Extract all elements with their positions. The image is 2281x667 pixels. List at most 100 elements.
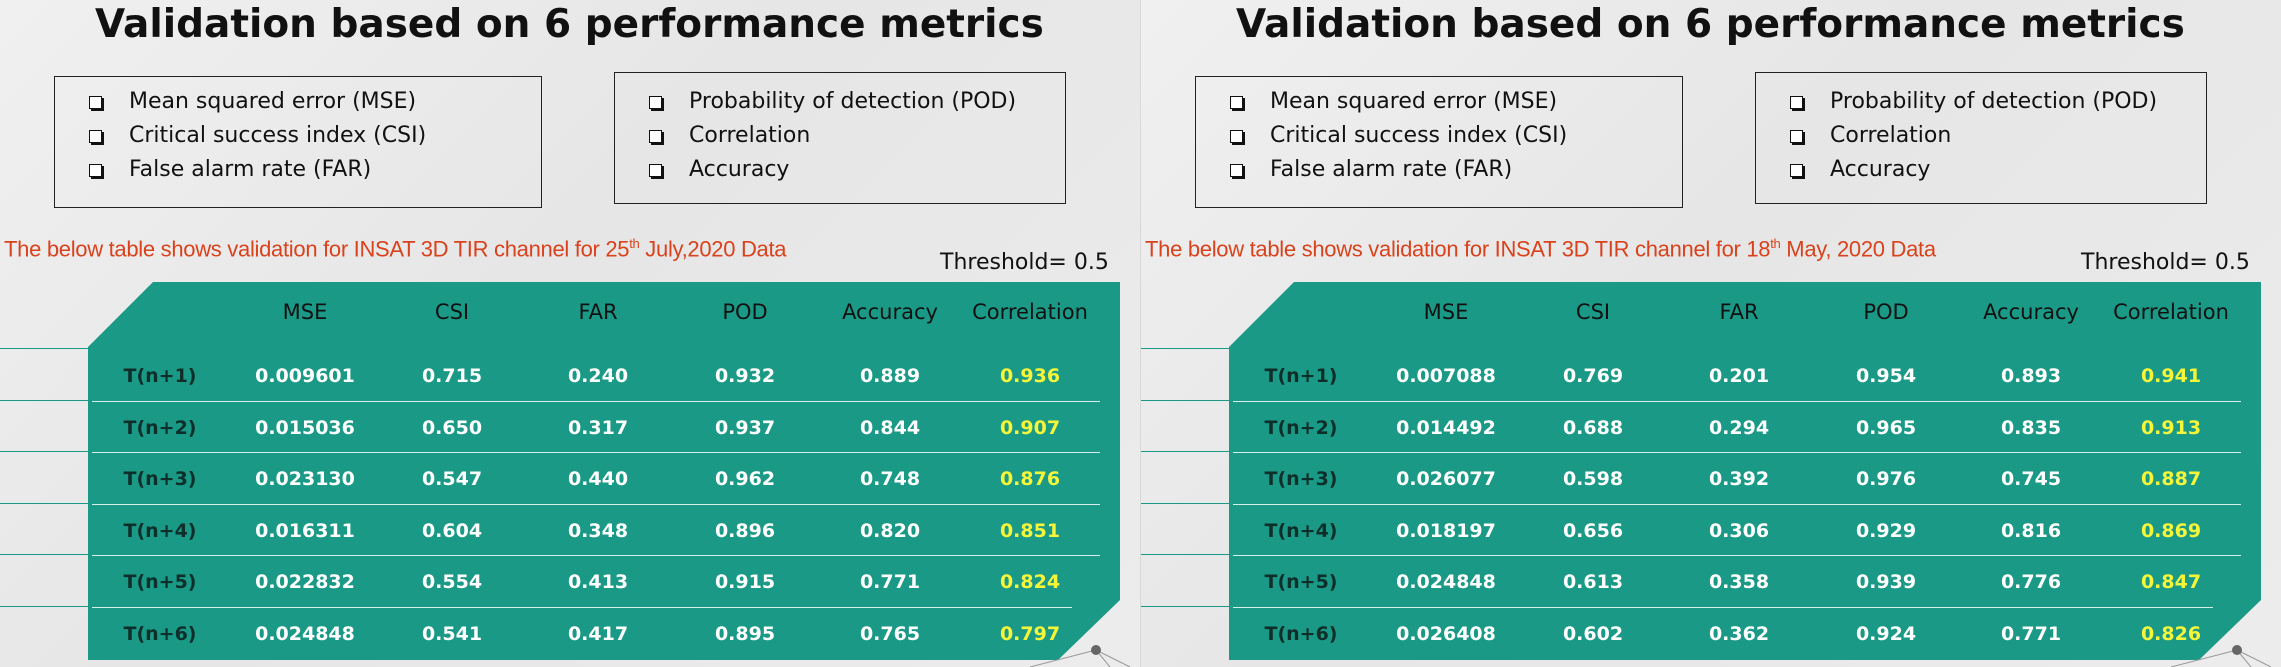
table-cell: 0.976 — [1855, 468, 1917, 490]
row-label: T(n+6) — [123, 623, 197, 645]
table-caption: The below table shows validation for INS… — [1145, 236, 1936, 262]
table-cell: 0.924 — [1855, 623, 1917, 645]
metrics-box-left: Mean squared error (MSE) Critical success… — [1195, 76, 1683, 208]
table-cell: 0.014492 — [1396, 417, 1496, 439]
caption-superscript: th — [629, 236, 640, 251]
column-header: FAR — [1719, 300, 1759, 324]
column-header: MSE — [1423, 300, 1469, 324]
table-cell: 0.362 — [1708, 623, 1770, 645]
table-cell: 0.748 — [859, 468, 921, 490]
table-cell: 0.929 — [1855, 520, 1917, 542]
correlation-cell: 0.869 — [2140, 520, 2202, 542]
table-cell: 0.937 — [714, 417, 776, 439]
table-cell: 0.317 — [567, 417, 629, 439]
threshold-label: Threshold= 0.5 — [2081, 250, 2250, 275]
correlation-cell: 0.797 — [999, 623, 1061, 645]
metric-item: Probability of detection (POD) — [649, 85, 1065, 119]
correlation-cell: 0.847 — [2140, 571, 2202, 593]
metric-label: Correlation — [1830, 123, 1952, 148]
metric-label: Critical success index (CSI) — [1270, 123, 1568, 148]
table-cell: 0.413 — [567, 571, 629, 593]
table-cell: 0.765 — [859, 623, 921, 645]
row-guide-line — [1141, 348, 1229, 349]
metric-item: Accuracy — [649, 153, 1065, 187]
page-title: Validation based on 6 performance metric… — [95, 2, 1044, 47]
table-panel — [88, 282, 1120, 660]
metric-item: Accuracy — [1790, 153, 2206, 187]
metrics-list: Probability of detection (POD) Correlatio… — [649, 85, 1065, 187]
table-cell: 0.440 — [567, 468, 629, 490]
row-separator — [92, 452, 1100, 453]
table-cell: 0.915 — [714, 571, 776, 593]
table-cell: 0.613 — [1562, 571, 1624, 593]
column-header: CSI — [1575, 300, 1611, 324]
metrics-list: Mean squared error (MSE) Critical success… — [1230, 85, 1682, 187]
row-label: T(n+1) — [123, 365, 197, 387]
table-cell: 0.022832 — [255, 571, 355, 593]
metric-item: False alarm rate (FAR) — [1230, 153, 1682, 187]
column-header: POD — [1863, 300, 1909, 324]
row-guide-line — [1141, 554, 1229, 555]
table-cell: 0.771 — [2000, 623, 2062, 645]
table-cell: 0.554 — [421, 571, 483, 593]
row-label: T(n+2) — [123, 417, 197, 439]
caption-text: The below table shows validation for INS… — [1145, 236, 1771, 262]
table-cell: 0.598 — [1562, 468, 1624, 490]
table-cell: 0.348 — [567, 520, 629, 542]
table-cell: 0.015036 — [255, 417, 355, 439]
row-guide-line — [0, 451, 88, 452]
table-cell: 0.844 — [859, 417, 921, 439]
correlation-cell: 0.824 — [999, 571, 1061, 593]
correlation-cell: 0.887 — [2140, 468, 2202, 490]
table-cell: 0.392 — [1708, 468, 1770, 490]
caption-text-end: May, 2020 Data — [1780, 236, 1936, 262]
checkbox-bullet-icon — [1230, 164, 1243, 177]
row-guide-line — [0, 348, 88, 349]
column-header: FAR — [578, 300, 618, 324]
correlation-cell: 0.851 — [999, 520, 1061, 542]
row-guide-line — [0, 554, 88, 555]
row-label: T(n+5) — [123, 571, 197, 593]
column-header: POD — [722, 300, 768, 324]
table-cell: 0.965 — [1855, 417, 1917, 439]
row-separator — [92, 555, 1100, 556]
row-guide-line — [0, 606, 88, 607]
table-cell: 0.306 — [1708, 520, 1770, 542]
row-label: T(n+3) — [1264, 468, 1338, 490]
column-header: Correlation — [2113, 300, 2229, 324]
table-cell: 0.602 — [1562, 623, 1624, 645]
row-separator — [1233, 452, 2241, 453]
correlation-cell: 0.876 — [999, 468, 1061, 490]
metric-item: Mean squared error (MSE) — [89, 85, 541, 119]
table-cell: 0.023130 — [255, 468, 355, 490]
checkbox-bullet-icon — [89, 164, 102, 177]
row-separator — [92, 504, 1100, 505]
table-cell: 0.656 — [1562, 520, 1624, 542]
correlation-cell: 0.936 — [999, 365, 1061, 387]
row-separator — [92, 401, 1100, 402]
row-label: T(n+4) — [123, 520, 197, 542]
checkbox-bullet-icon — [649, 164, 662, 177]
metrics-box-right: Probability of detection (POD) Correlatio… — [1755, 72, 2207, 204]
decorative-network-icon — [2171, 645, 2272, 667]
row-guide-line — [1141, 606, 1229, 607]
correlation-cell: 0.826 — [2140, 623, 2202, 645]
row-separator — [1233, 555, 2241, 556]
slide-right: Validation based on 6 performance metric… — [1141, 0, 2281, 667]
table-cell: 0.889 — [859, 365, 921, 387]
metric-label: Critical success index (CSI) — [129, 123, 427, 148]
table-cell: 0.024848 — [1396, 571, 1496, 593]
metrics-box-right: Probability of detection (POD) Correlatio… — [614, 72, 1066, 204]
metric-label: False alarm rate (FAR) — [1270, 157, 1513, 182]
row-label: T(n+3) — [123, 468, 197, 490]
caption-text-end: July,2020 Data — [639, 236, 787, 262]
checkbox-bullet-icon — [89, 96, 102, 109]
metric-item: False alarm rate (FAR) — [89, 153, 541, 187]
caption-text: The below table shows validation for INS… — [4, 236, 630, 262]
checkbox-bullet-icon — [1230, 130, 1243, 143]
table-cell: 0.962 — [714, 468, 776, 490]
slide-left: Validation based on 6 performance metric… — [0, 0, 1140, 667]
table-cell: 0.604 — [421, 520, 483, 542]
table-cell: 0.939 — [1855, 571, 1917, 593]
table-cell: 0.776 — [2000, 571, 2062, 593]
